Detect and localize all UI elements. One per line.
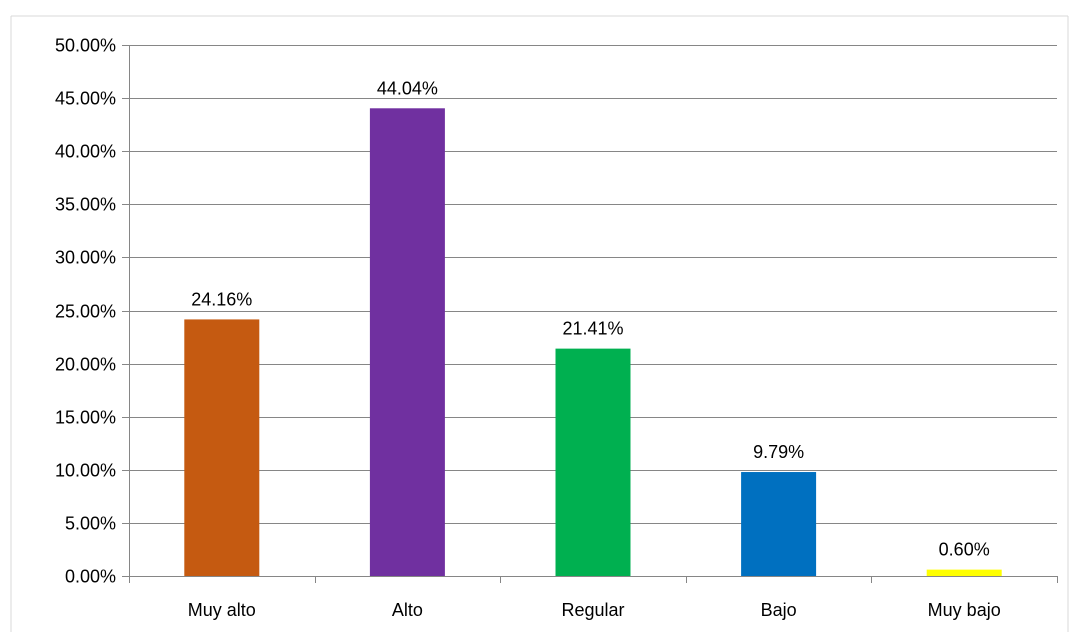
bar-alto: [369, 108, 445, 576]
data-label: 0.60%: [939, 540, 990, 560]
data-label: 44.04%: [377, 78, 438, 98]
data-label: 24.16%: [191, 289, 252, 309]
x-category-label: Alto: [392, 600, 423, 620]
y-tick-label: 20.00%: [55, 355, 116, 375]
data-label: 9.79%: [753, 442, 804, 462]
bars: [184, 108, 1002, 576]
bar-regular: [555, 348, 631, 576]
bar-muy-alto: [184, 319, 260, 576]
y-tick-label: 5.00%: [65, 514, 116, 534]
axes: [129, 45, 1058, 583]
chart-border: [10, 15, 1069, 632]
y-tick-label: 45.00%: [55, 89, 116, 109]
data-label: 21.41%: [562, 319, 623, 339]
y-tick-label: 10.00%: [55, 461, 116, 481]
y-tick-label: 50.00%: [55, 36, 116, 56]
bar-muy-bajo: [926, 569, 1002, 576]
x-category-label: Muy bajo: [928, 600, 1001, 620]
y-tick-label: 25.00%: [55, 302, 116, 322]
y-tick-label: 30.00%: [55, 248, 116, 268]
y-tick-label: 0.00%: [65, 567, 116, 587]
bar-bajo: [741, 472, 817, 576]
y-tick-label: 15.00%: [55, 408, 116, 428]
y-tick-label: 35.00%: [55, 195, 116, 215]
y-tick-label: 40.00%: [55, 142, 116, 162]
x-category-label: Muy alto: [188, 600, 256, 620]
x-axis-categories: Muy alto Alto Regular Bajo Muy bajo: [188, 600, 1001, 620]
x-category-label: Regular: [561, 600, 624, 620]
x-category-label: Bajo: [761, 600, 797, 620]
y-axis-ticks: 0.00% 5.00% 10.00% 15.00% 20.00% 25.00% 30.00%…: [55, 36, 129, 587]
data-labels: 24.16% 44.04% 21.41% 9.79% 0.60%: [191, 78, 989, 559]
